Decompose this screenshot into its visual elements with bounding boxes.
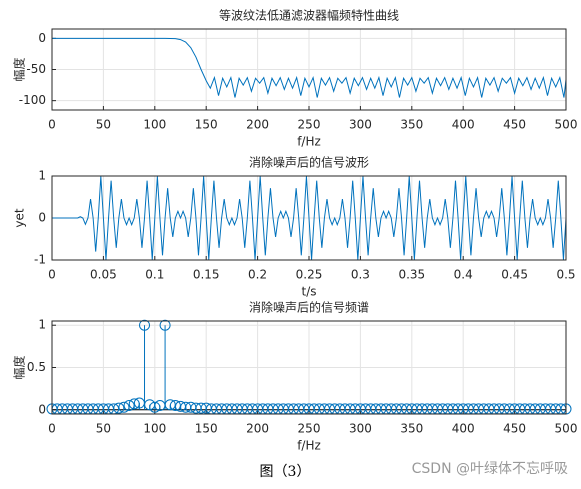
x-tick-label: 100 bbox=[143, 422, 166, 436]
x-axis-label: f/Hz bbox=[297, 135, 321, 149]
x-tick-label: 450 bbox=[503, 422, 526, 436]
stem-marker bbox=[169, 400, 181, 412]
watermark: CSDN @叶绿体不忘呼吸 bbox=[412, 461, 568, 477]
stem-marker bbox=[164, 399, 176, 411]
x-tick-label: 0.5 bbox=[556, 268, 575, 282]
x-tick-label: 0.3 bbox=[351, 268, 370, 282]
axes-box bbox=[51, 175, 567, 261]
y-tick-label: 0 bbox=[38, 402, 46, 416]
x-tick-label: 100 bbox=[143, 118, 166, 132]
x-tick-label: 450 bbox=[503, 118, 526, 132]
x-tick-label: 500 bbox=[555, 118, 578, 132]
x-tick-label: 400 bbox=[452, 422, 475, 436]
x-axis-label: f/Hz bbox=[297, 439, 321, 453]
axes-box bbox=[51, 320, 567, 415]
y-tick-label: -1 bbox=[34, 253, 46, 267]
x-tick-label: 300 bbox=[349, 118, 372, 132]
x-tick-label: 50 bbox=[96, 422, 111, 436]
axes-box bbox=[51, 28, 567, 111]
x-tick-label: 0 bbox=[48, 118, 56, 132]
line bbox=[52, 37, 567, 98]
y-tick-label: 1 bbox=[38, 318, 46, 332]
y-tick-label: 1 bbox=[38, 169, 46, 183]
y-axis-label: 幅度 bbox=[12, 57, 27, 81]
x-tick-label: 50 bbox=[96, 118, 111, 132]
y-axis-label: yet bbox=[13, 208, 27, 227]
caption: 图（3） bbox=[260, 464, 311, 480]
x-tick-label: 500 bbox=[555, 422, 578, 436]
y-tick-label: -50 bbox=[26, 62, 46, 76]
x-tick-label: 0.05 bbox=[90, 268, 117, 282]
chart-title: 消除噪声后的信号频谱 bbox=[249, 300, 369, 315]
y-axis-label: 幅度 bbox=[12, 355, 27, 379]
x-tick-label: 0 bbox=[48, 268, 56, 282]
x-tick-label: 200 bbox=[246, 118, 269, 132]
x-tick-label: 0.25 bbox=[296, 268, 323, 282]
x-tick-label: 0.45 bbox=[501, 268, 528, 282]
x-tick-label: 150 bbox=[195, 422, 218, 436]
x-tick-label: 300 bbox=[349, 422, 372, 436]
y-tick-label: 0.5 bbox=[27, 360, 46, 374]
x-tick-label: 0.35 bbox=[398, 268, 425, 282]
x-tick-label: 0.2 bbox=[248, 268, 267, 282]
x-tick-label: 0.15 bbox=[193, 268, 220, 282]
chart-title: 等波纹法低通滤波器幅频特性曲线 bbox=[219, 8, 399, 23]
x-tick-label: 0 bbox=[48, 422, 56, 436]
x-tick-label: 0.1 bbox=[145, 268, 164, 282]
x-tick-label: 400 bbox=[452, 118, 475, 132]
chart-title: 消除噪声后的信号波形 bbox=[249, 155, 369, 170]
stem-marker bbox=[159, 319, 171, 331]
x-tick-label: 250 bbox=[298, 118, 321, 132]
y-tick-label: 0 bbox=[38, 211, 46, 225]
x-tick-label: 0.4 bbox=[454, 268, 473, 282]
y-tick-label: 0 bbox=[38, 31, 46, 45]
y-tick-label: -100 bbox=[19, 93, 46, 107]
stem-marker bbox=[139, 319, 151, 331]
x-axis-label: t/s bbox=[302, 285, 317, 299]
x-tick-label: 150 bbox=[195, 118, 218, 132]
line bbox=[52, 176, 567, 260]
x-tick-label: 350 bbox=[400, 422, 423, 436]
x-tick-label: 350 bbox=[400, 118, 423, 132]
x-tick-label: 200 bbox=[246, 422, 269, 436]
x-tick-label: 250 bbox=[298, 422, 321, 436]
